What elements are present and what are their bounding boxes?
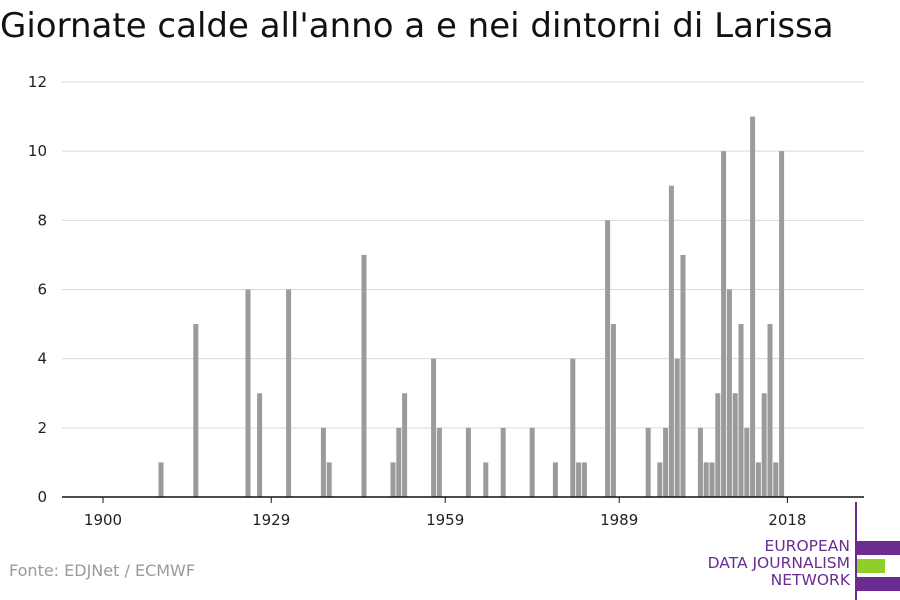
bar-1945 [361,254,367,497]
bar-1978 [552,462,558,497]
bar-1983 [581,462,587,497]
bar-1951 [396,427,402,497]
bar-2000 [680,254,686,497]
x-tick-label-2018: 2018 [768,511,806,529]
source-note: Fonte: EDJNet / ECMWF [9,561,196,580]
bar-2010 [738,324,744,497]
bar-1927 [257,393,263,497]
logo-line-3: NETWORK [770,571,850,589]
bar-1932 [286,289,292,497]
y-tick-label-2: 2 [37,419,47,437]
bar-2009 [732,393,738,497]
bar-1974 [529,427,535,497]
chart-title: Giornate calde all'anno a e nei dintorni… [0,6,834,46]
logo-bar-green [857,559,885,573]
bar-1958 [436,427,442,497]
y-tick-label-10: 10 [28,142,47,160]
bar-1969 [500,427,506,497]
bar-1987 [605,220,611,497]
bar-1966 [483,462,489,497]
bar-1925 [245,289,251,497]
bar-1957 [431,358,437,497]
bar-1994 [645,427,651,497]
y-tick-label-4: 4 [37,350,47,368]
bar-1981 [570,358,576,497]
logo-bar-purple-bottom [857,577,900,591]
x-tick-label-1989: 1989 [600,511,638,529]
bar-1998 [668,185,674,497]
bar-1910 [158,462,164,497]
bar-1997 [663,427,669,497]
bars [158,116,785,498]
x-tick-label-1900: 1900 [84,511,122,529]
logo-line-1: EUROPEAN [764,537,850,555]
bar-1950 [390,462,396,497]
bar-2016 [773,462,779,497]
x-tick-label-1929: 1929 [252,511,290,529]
bar-1952 [402,393,408,497]
bar-1982 [576,462,582,497]
bar-1988 [610,324,616,497]
bar-2006 [715,393,721,497]
bar-1999 [674,358,680,497]
logo-line-2: DATA JOURNALISM [707,554,850,572]
x-axis: 1900 1929 1959 1989 2018 [62,496,864,529]
bar-2004 [703,462,709,497]
bar-1939 [326,462,332,497]
logo-text: EUROPEAN DATA JOURNALISM NETWORK [708,538,850,589]
bar-2011 [744,427,750,497]
bar-2005 [709,462,715,497]
bar-1963 [465,427,471,497]
bar-2003 [697,427,703,497]
bar-2015 [767,324,773,497]
bar-2013 [755,462,761,497]
bar-2014 [761,393,767,497]
logo-divider [855,502,857,600]
bar-2012 [750,116,756,497]
y-tick-label-8: 8 [37,211,47,229]
logo-bar-purple-top [857,541,900,555]
y-axis: 0 2 4 6 8 10 12 [28,73,47,506]
bar-2017 [779,151,785,498]
y-tick-label-12: 12 [28,73,47,91]
bar-2008 [726,289,732,497]
y-tick-label-0: 0 [37,488,47,506]
gridlines [62,81,864,429]
bar-1996 [657,462,663,497]
x-tick-label-1959: 1959 [426,511,464,529]
bar-1916 [193,324,199,497]
bar-1938 [320,427,326,497]
y-tick-label-6: 6 [37,281,47,299]
bar-2007 [721,151,727,498]
